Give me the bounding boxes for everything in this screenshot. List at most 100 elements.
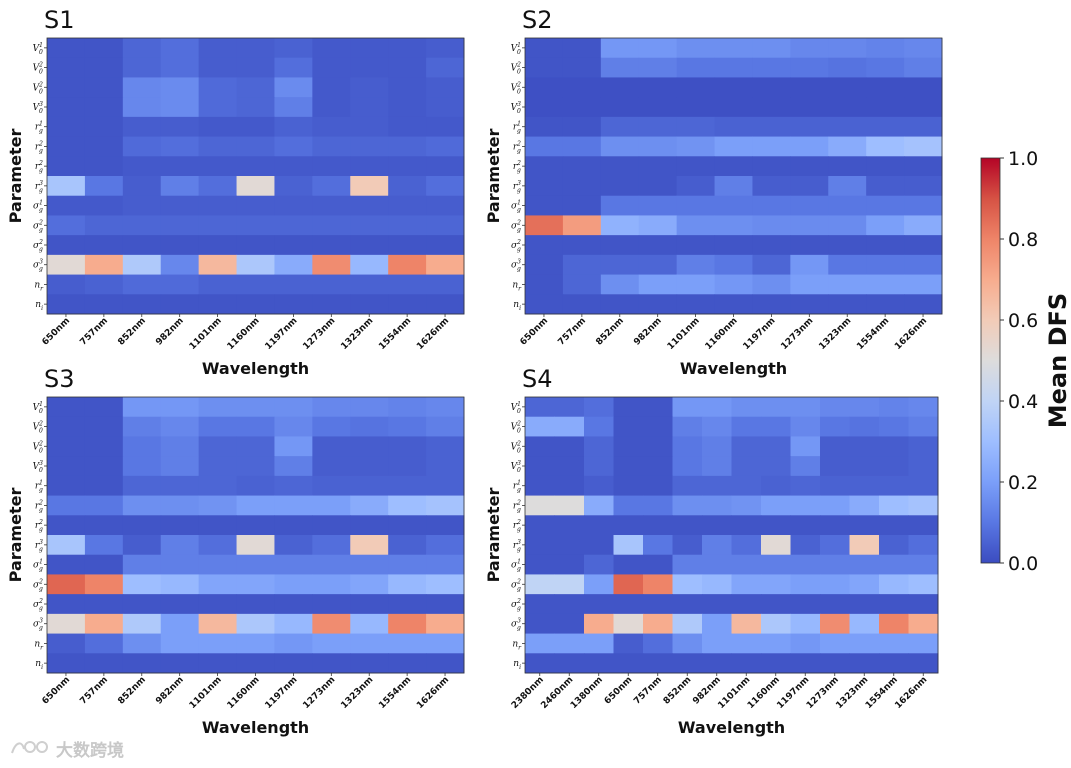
y-tick-label: σ3 g [511,259,521,273]
heatmap-cell [866,156,905,177]
heatmap-cell [702,613,732,635]
x-tick-label: 1626nm [415,316,451,352]
heatmap-cell [84,176,124,197]
heatmap-cell [198,653,238,674]
heatmap-cell [562,235,602,256]
heatmap-cell [122,77,162,98]
heatmap-cell [562,116,602,138]
heatmap-cell [702,436,732,457]
heatmap-cell [904,97,943,118]
heatmap-cell [198,77,238,98]
x-tick-label: 852nm [594,316,626,348]
heatmap-cell [160,397,200,418]
heatmap-cell [643,633,673,654]
heatmap-cell [312,397,351,418]
heatmap-cell [198,594,238,615]
heatmap-cell [312,77,351,98]
heatmap-cell [388,77,427,98]
heatmap-cell [714,156,753,177]
heatmap-cell [198,176,238,197]
heatmap-cell [600,156,640,177]
heatmap-cell [350,57,389,78]
colorbar-tick-label: 0.6 [1008,310,1038,332]
heatmap-cell [908,515,939,536]
heatmap-cell [388,176,427,197]
heatmap-cell [676,156,716,177]
heatmap-cell [274,613,313,635]
heatmap-cell [350,653,389,674]
heatmap-cell [350,274,389,295]
heatmap-cell [426,294,465,315]
heatmap-cell [236,97,275,118]
heatmap-cell [790,274,829,295]
heatmap-cell [160,254,200,276]
heatmap-cell [160,495,200,516]
heatmap-cell [676,77,716,98]
heatmap-cell [731,416,762,437]
heatmap-cell [350,215,389,236]
heatmap-cell [643,495,673,516]
heatmap-cell [84,116,124,138]
heatmap-cell [198,416,238,437]
heatmap-cell [160,57,200,78]
y-tick-label: r1 g [513,480,521,494]
heatmap-cell [761,475,791,497]
heatmap-cell [84,594,124,615]
heatmap-cell [908,535,939,556]
y-tick-label: V2 0 [511,440,522,454]
heatmap-cell [790,535,821,556]
plot-frame [524,396,939,674]
heatmap-cell [828,77,867,98]
heatmap-cell [426,613,465,635]
heatmap-cell [714,254,753,276]
heatmap-cell [198,136,238,157]
heatmap-cell [849,574,880,595]
heatmap-cell [47,554,86,575]
heatmap-cell [714,195,753,216]
heatmap-cell [426,176,465,197]
heatmap-cell [761,397,791,418]
x-tick-label: 1160nm [226,675,262,711]
heatmap-cell [866,294,905,315]
heatmap-cell [350,195,389,216]
heatmap-cell [426,535,465,556]
heatmap-cell [84,156,124,177]
heatmap-cell [312,156,351,177]
heatmap-cell [47,475,86,497]
heatmap-cell [525,176,564,197]
heatmap-cell [908,456,939,477]
heatmap-cell [849,416,880,437]
heatmap-cell [638,274,678,295]
heatmap-cell [47,515,86,536]
heatmap-cell [388,613,427,635]
heatmap-cell [672,397,703,418]
heatmap-cell [525,515,555,536]
heatmap-cell [312,57,351,78]
heatmap-cell [426,136,465,157]
heatmap-cell [828,294,867,315]
heatmap-cell [122,294,162,315]
heatmap-cell [731,613,762,635]
heatmap-cell [122,456,162,477]
y-tick-label: σ1 g [33,200,43,214]
heatmap-cell [525,495,555,516]
heatmap-cell [752,274,791,295]
heatmap-cell [752,116,791,138]
heatmap-cell [702,495,732,516]
heatmap-cell [236,495,275,516]
heatmap-cell [350,436,389,457]
x-tick-label: 1160nm [226,316,262,352]
y-tick-label: r1 g [513,121,521,135]
heatmap-cell [274,554,313,575]
heatmap-cell [828,136,867,157]
heatmap-cell [198,274,238,295]
heatmap-cell [761,535,791,556]
y-tick-label: σ2 g [511,598,521,612]
heatmap-cell [866,77,905,98]
heatmap-cell [761,653,791,674]
y-tick-label: r2 g [35,519,43,533]
heatmap-cell [274,594,313,615]
heatmap-cell [643,436,673,457]
heatmap-cell [554,515,585,536]
